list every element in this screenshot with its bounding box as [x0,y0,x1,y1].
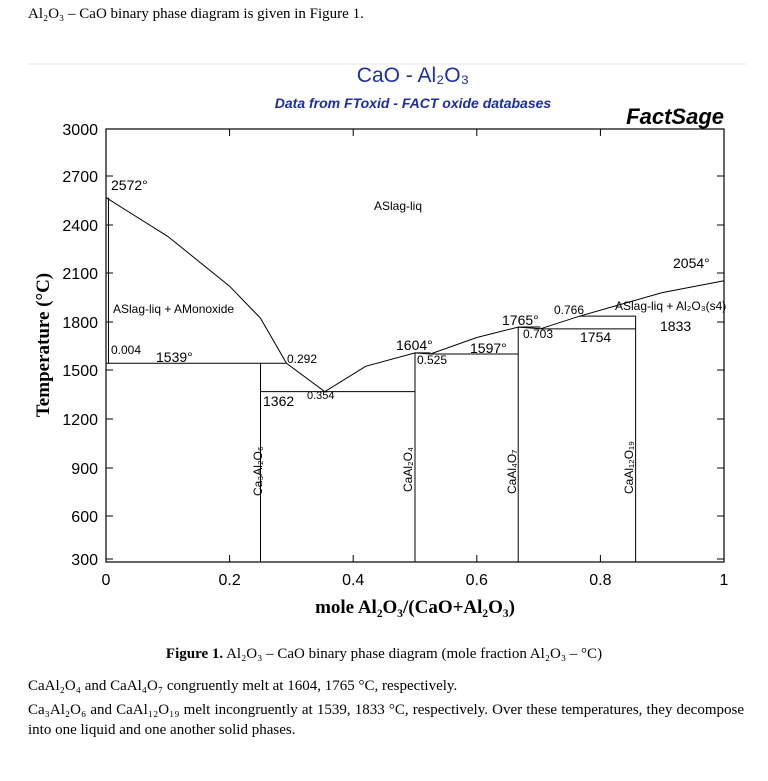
compound-caal4o7: CaAl₄O₇ [505,450,519,494]
x-tick-label: 0.8 [589,572,611,589]
label-1604: 1604° [396,337,433,353]
label-1754: 1754 [580,329,611,345]
caption-text: Al₂O₃ – CaO binary phase diagram (mole f… [223,646,603,662]
x-tick-label: 0.2 [218,572,240,589]
y-tick-label: 2700 [62,169,98,186]
field-label-right: ASlag-liq + Al₂O₃(s4) [615,299,726,313]
diagram-subtitle: Data from FToxid - FACT oxide databases [275,95,552,111]
compound-caal12o19: CaAl₁₂O₁₉ [622,441,636,494]
label-0525: 0.525 [417,353,447,367]
label-0004: 0.004 [111,343,141,357]
label-0354: 0.354 [307,390,335,402]
label-1597: 1597° [470,340,507,356]
y-tick-label: 2400 [62,218,98,235]
label-1833: 1833 [660,318,691,334]
x-axis-ticks: 0 0.2 0.4 0.6 0.8 1 [102,129,729,589]
label-2054: 2054° [673,255,710,271]
y-tick-label: 300 [71,552,98,569]
label-0703: 0.703 [523,327,553,341]
y-axis-ticks: 300 600 900 1200 1500 1800 2100 2400 2700 3000 [62,122,724,569]
y-tick-label: 900 [71,461,98,478]
phase-diagram-figure: CaO - Al₂O₃ Data from FToxid - FACT oxid… [28,63,746,618]
intro-sentence: Al₂O₃ – CaO binary phase diagram is give… [28,6,364,22]
label-2572: 2572° [111,177,148,193]
x-tick-label: 0 [102,572,111,589]
label-0292: 0.292 [287,352,317,366]
x-tick-label: 1 [720,572,729,589]
y-tick-label: 1500 [62,363,98,380]
diagram-title: CaO - Al₂O₃ [357,64,469,87]
y-tick-label: 600 [71,509,98,526]
x-axis-title: mole Al₂O₃/(CaO+Al₂O₃) [315,597,515,618]
label-0766: 0.766 [554,303,584,317]
field-label-liquid: ASlag-liq [374,199,422,213]
field-label-left: ASlag-liq + AMonoxide [113,302,234,316]
compound-caal2o4: CaAl₂O₄ [401,447,415,492]
y-tick-label: 1800 [62,315,98,332]
y-tick-label: 3000 [62,122,98,139]
y-tick-label: 2100 [62,266,98,283]
x-tick-label: 0.4 [342,572,364,589]
factsage-logo: FactSage [626,104,724,129]
y-axis-title: Temperature (°C) [33,273,54,417]
paragraph-incongruent: Ca₃Al₂O₆ and CaAl₁₂O₁₉ melt incongruentl… [28,702,744,738]
caption-label: Figure 1. [165,646,224,662]
label-1765: 1765° [502,312,539,328]
compound-ca3al2o6: Ca₃Al₂O₆ [251,446,265,496]
label-1539: 1539° [156,349,193,365]
y-tick-label: 1200 [62,412,98,429]
x-tick-label: 0.6 [466,572,488,589]
figure-caption: Figure 1. Al₂O₃ – CaO binary phase diagr… [0,646,768,663]
label-1362: 1362 [263,393,294,409]
phase-boundaries [105,197,725,562]
paragraph-congruent: CaAl₂O₄ and CaAl₄O₇ congruently melt at … [28,678,458,694]
